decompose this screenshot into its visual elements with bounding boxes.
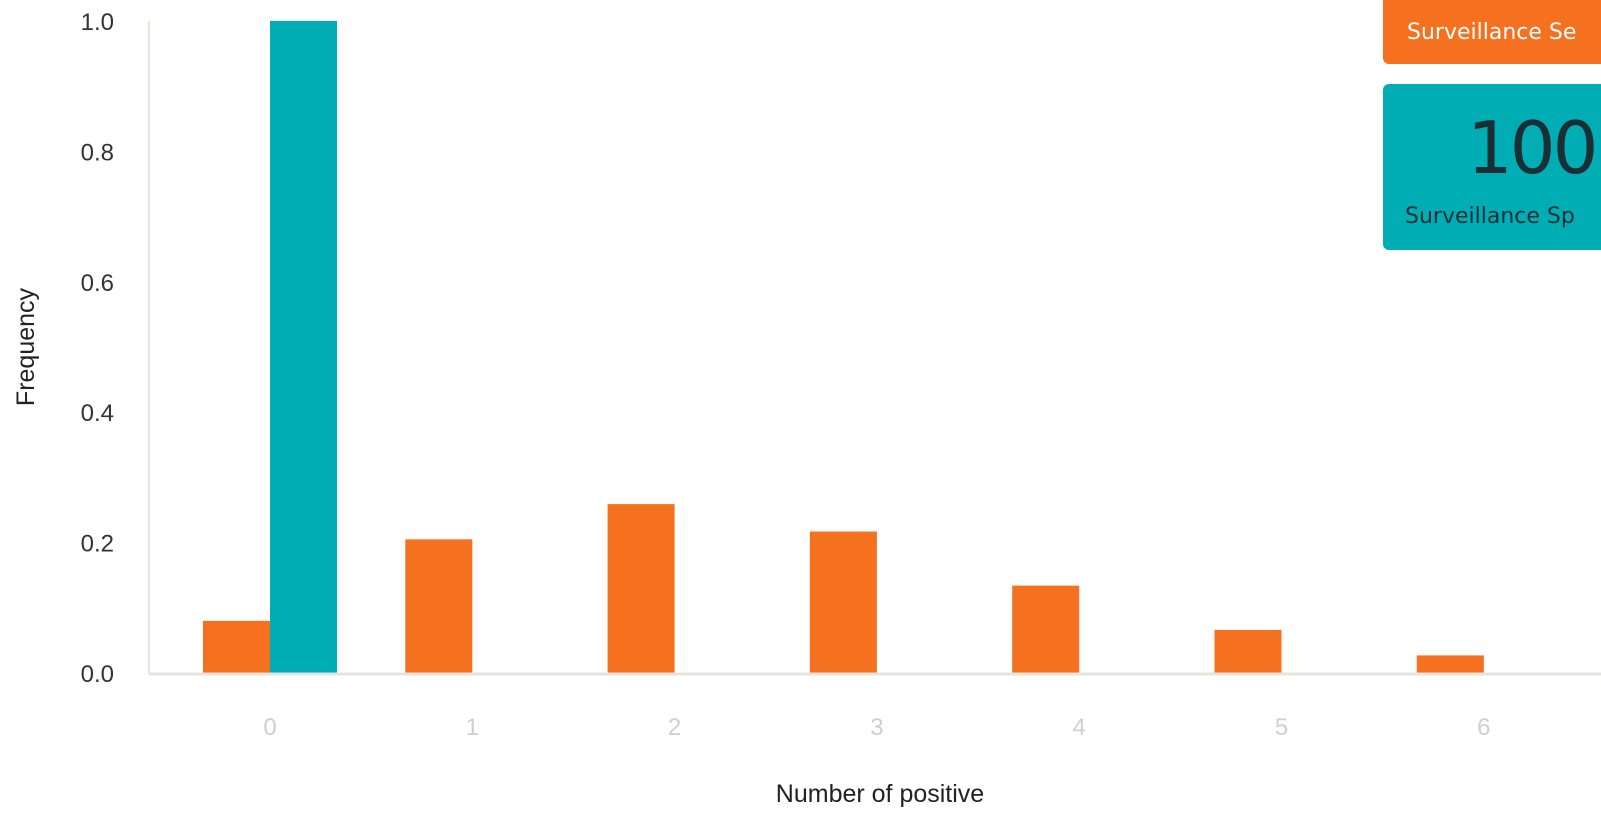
x-axis: 0 1 2 3 4 5 6 — [149, 672, 1601, 741]
y-tick-label: 0.4 — [81, 400, 114, 427]
bar — [809, 531, 877, 673]
y-axis-title: Frequency — [12, 287, 40, 406]
bar — [203, 620, 270, 673]
bar — [1416, 655, 1484, 673]
surveillance-sp-card: 100 Surveillance Sp — [1383, 84, 1601, 250]
x-axis-title: Number of positive — [776, 780, 984, 808]
y-tick-label: 1.0 — [81, 9, 114, 36]
bar — [270, 21, 337, 673]
bar — [1214, 629, 1282, 673]
y-tick-label: 0.8 — [81, 139, 114, 166]
bar — [607, 504, 675, 673]
x-tick-label: 0 — [263, 714, 276, 741]
x-tick-label: 3 — [870, 714, 883, 741]
x-tick-label: 4 — [1073, 714, 1086, 741]
x-tick-label: 2 — [668, 714, 681, 741]
y-axis: 0.0 0.2 0.4 0.6 0.8 1.0 — [81, 9, 150, 688]
surveillance-se-label: Surveillance Se — [1407, 20, 1577, 45]
bars — [203, 21, 1484, 673]
surveillance-sp-value: 100 — [1467, 106, 1598, 190]
y-tick-label: 0.0 — [81, 661, 114, 688]
x-tick-label: 1 — [466, 714, 479, 741]
bar — [405, 539, 473, 673]
surveillance-sp-label: Surveillance Sp — [1405, 204, 1575, 229]
y-tick-label: 0.6 — [81, 270, 114, 297]
surveillance-se-card: Surveillance Se — [1383, 0, 1601, 64]
x-tick-label: 5 — [1275, 714, 1288, 741]
x-tick-label: 6 — [1477, 714, 1490, 741]
bar — [1012, 585, 1080, 673]
y-tick-label: 0.2 — [81, 531, 114, 558]
